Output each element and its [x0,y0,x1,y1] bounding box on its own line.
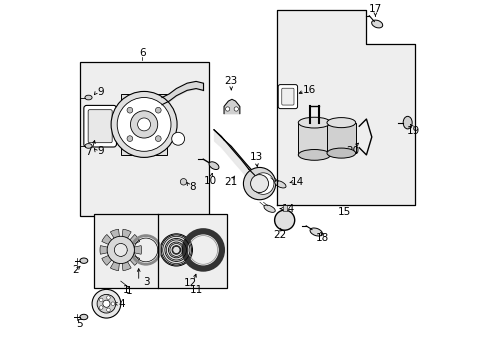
Circle shape [250,175,268,193]
Text: 14: 14 [290,177,304,187]
Circle shape [274,210,294,230]
Text: 22: 22 [272,230,285,239]
Bar [121,94,167,155]
Text: 16: 16 [303,85,316,95]
Bar [80,62,208,216]
Circle shape [252,173,273,194]
FancyBboxPatch shape [88,110,112,143]
Circle shape [127,107,132,113]
Wedge shape [121,234,140,250]
Text: 1: 1 [122,285,129,296]
Wedge shape [121,246,142,254]
Ellipse shape [85,95,92,100]
FancyBboxPatch shape [278,85,297,109]
Ellipse shape [326,148,355,158]
Text: 21: 21 [224,177,237,187]
Text: 9: 9 [98,146,104,156]
Ellipse shape [326,118,355,128]
Circle shape [137,118,150,131]
Text: 14: 14 [281,204,294,214]
Polygon shape [224,99,239,114]
Text: 3: 3 [143,277,150,287]
Circle shape [99,306,103,309]
Circle shape [180,179,186,185]
Circle shape [130,111,158,138]
Text: 6: 6 [139,48,145,58]
Circle shape [243,167,275,200]
Wedge shape [121,229,131,250]
Circle shape [171,132,184,145]
Circle shape [127,136,132,141]
Wedge shape [121,250,131,271]
Bar [326,123,355,153]
Text: 4: 4 [118,299,125,309]
Wedge shape [102,250,121,265]
Ellipse shape [371,20,382,28]
Ellipse shape [264,205,275,212]
Text: 8: 8 [189,182,196,192]
Wedge shape [102,234,121,250]
Circle shape [102,300,110,307]
Text: 7: 7 [85,147,92,157]
Text: 15: 15 [338,207,351,217]
Text: 11: 11 [189,285,203,296]
Text: 9: 9 [98,87,104,97]
Wedge shape [100,246,121,254]
Wedge shape [110,229,121,250]
Ellipse shape [209,162,219,170]
Ellipse shape [85,144,92,148]
Ellipse shape [298,117,330,128]
Text: 19: 19 [407,126,420,135]
Circle shape [155,107,161,113]
Circle shape [111,91,177,157]
Circle shape [99,298,103,302]
Circle shape [107,236,134,264]
Text: 23: 23 [224,76,237,86]
Circle shape [92,289,121,318]
Wedge shape [121,250,140,265]
Text: 12: 12 [183,278,197,288]
Circle shape [234,107,238,111]
Polygon shape [276,10,414,205]
Text: 18: 18 [315,233,328,243]
Ellipse shape [80,258,88,264]
Circle shape [114,243,127,256]
Circle shape [225,107,229,111]
Ellipse shape [298,149,330,160]
Text: 5: 5 [76,319,82,329]
FancyBboxPatch shape [83,105,116,147]
Circle shape [117,98,171,151]
Circle shape [111,302,115,306]
Circle shape [106,308,110,312]
Circle shape [160,234,192,266]
Wedge shape [110,250,121,271]
Ellipse shape [80,314,88,320]
Text: 17: 17 [368,4,381,14]
Circle shape [97,294,116,313]
Circle shape [106,296,110,300]
Ellipse shape [403,116,411,129]
Bar [298,123,330,155]
Ellipse shape [309,228,322,236]
Ellipse shape [274,181,285,188]
Bar [94,214,226,288]
FancyBboxPatch shape [281,88,293,105]
Circle shape [155,136,161,141]
Text: 2: 2 [72,265,79,275]
Text: 10: 10 [204,176,217,186]
Text: 13: 13 [249,152,263,162]
Bar [282,206,286,211]
Text: 20: 20 [346,145,359,156]
Text: 1: 1 [125,286,132,296]
